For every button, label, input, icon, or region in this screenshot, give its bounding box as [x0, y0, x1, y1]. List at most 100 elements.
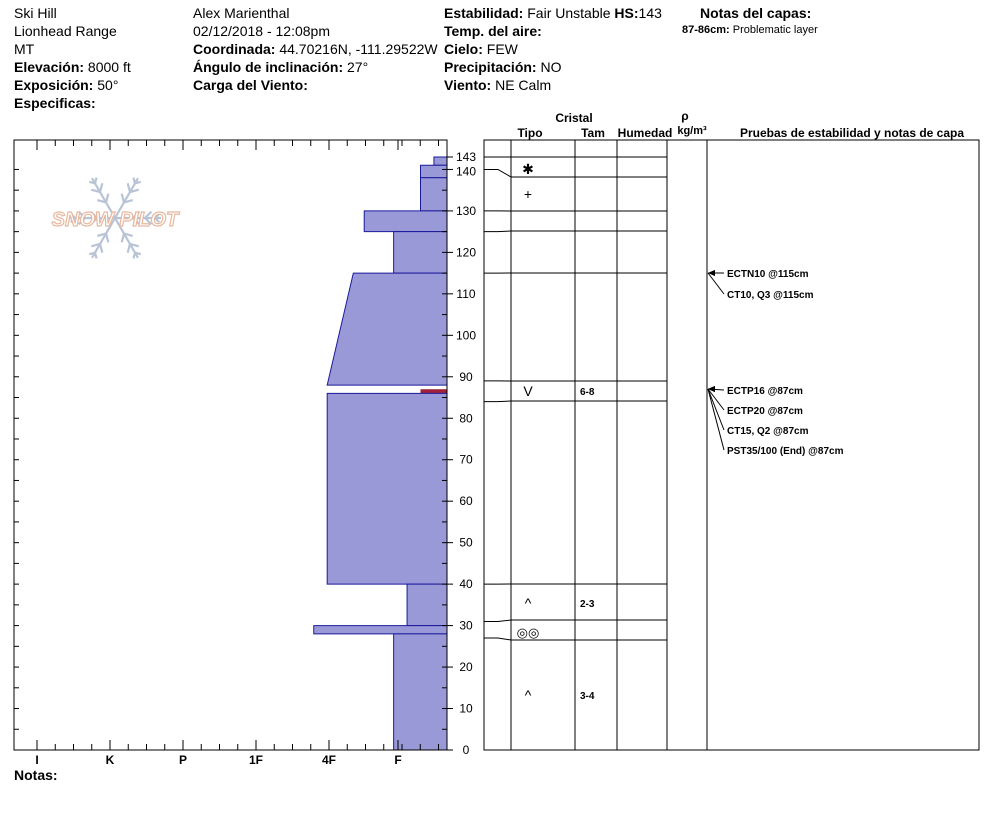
flake-branch [97, 232, 107, 237]
flake-arm [114, 177, 139, 219]
y-tick-label: 100 [456, 328, 476, 342]
flake-branch [123, 199, 133, 204]
coord-row: Coordinada: 44.70216N, -111.29522W [193, 40, 438, 58]
hs-value: 143 [638, 5, 662, 21]
wind-load-row: Carga del Viento: [193, 76, 438, 94]
stability-row: Estabilidad: Fair Unstable HS:143 [444, 4, 662, 22]
snowpilot-logo: SNOW PILOT [51, 177, 181, 259]
sky-row: Cielo: FEW [444, 40, 662, 58]
flake-branch [129, 242, 139, 248]
y-tick-label: 143 [456, 150, 476, 164]
flake-branch [88, 180, 96, 185]
x-tick-label: F [394, 753, 401, 767]
slope-row: Ángulo de inclinación: 27° [193, 58, 438, 76]
hardness-layer [326, 392, 448, 585]
crystal-symbol: ✱ [522, 161, 534, 177]
wind-row: Viento: NE Calm [444, 76, 662, 94]
test-leader [707, 388, 725, 411]
slope-value: 27° [347, 59, 369, 75]
layer-notes-label: Notas del capas: [700, 4, 818, 22]
y-tick-label: 10 [459, 702, 473, 716]
test-arrow [708, 270, 715, 276]
flake-branch [91, 242, 101, 248]
layer-notes-label-text: Notas del capas: [700, 5, 812, 21]
flake-branch [77, 210, 86, 219]
header-col3: Estabilidad: Fair Unstable HS:143 Temp. … [444, 4, 662, 94]
col-density-symbol: ρ [681, 109, 688, 123]
crystal-markers: ✱ + V 6-8 ^ 2-3 ◎◎ ^ 3-4 [517, 161, 595, 703]
wind-load-label: Carga del Viento: [193, 77, 308, 93]
test-label: CT15, Q2 @87cm [727, 426, 809, 437]
y-tick-label: 0 [463, 743, 470, 757]
header-col1: Ski Hill Lionhead Range MT Elevación: 80… [14, 4, 131, 112]
flake-branch [89, 217, 98, 226]
state: MT [14, 41, 35, 57]
observer: Alex Marienthal [193, 5, 290, 21]
location: Ski Hill [14, 5, 57, 21]
test-label: PST35/100 (End) @87cm [727, 446, 844, 457]
crystal-symbol: ^ [525, 595, 532, 611]
exposure-label: Exposición: [14, 77, 94, 93]
test-arrow [708, 386, 715, 392]
connector-line [484, 168, 512, 178]
x-tick-label: P [179, 753, 187, 767]
flake-branch [132, 252, 137, 259]
stability-tests: ECTN10 @115cm CT10, Q3 @115cm ECTP16 @87cm… [707, 269, 844, 457]
x-tick-label: 1F [249, 753, 263, 767]
hardness-layer [406, 583, 448, 627]
crystal-symbol: ◎◎ [517, 625, 540, 640]
wind-label: Viento: [444, 77, 492, 93]
specifics-row: Especificas: [14, 94, 131, 112]
flake-branch [132, 177, 137, 184]
range: Lionhead Range [14, 23, 117, 39]
y-tick-label: 50 [459, 536, 473, 550]
flake-branch [129, 188, 139, 194]
test-label: ECTP20 @87cm [727, 406, 803, 417]
flake-branch [93, 252, 98, 259]
flake-branch [93, 177, 98, 184]
y-tick-label: 130 [456, 204, 476, 218]
specifics-label: Especificas: [14, 95, 96, 111]
elevation-value: 8000 ft [87, 59, 131, 75]
precip-row: Precipitación: NO [444, 58, 662, 76]
precip-value: NO [540, 59, 562, 75]
crystal-symbol: + [524, 186, 532, 202]
table-border [483, 139, 980, 751]
slope-label: Ángulo de inclinación: [193, 59, 344, 75]
col-type: Tipo [517, 126, 542, 140]
col-size: Tam [581, 126, 605, 140]
hardness-layer [433, 156, 448, 166]
elevation-label: Elevación: [14, 59, 85, 75]
logo-text: SNOW PILOT [52, 209, 180, 231]
flake-branch [104, 193, 110, 203]
y-tick-label: 30 [459, 619, 473, 633]
connector-line [484, 230, 512, 233]
flake-branch [123, 232, 133, 237]
exposure-row: Exposición: 50° [14, 76, 131, 94]
notes-label: Notas: [14, 767, 58, 783]
hardness-layer [419, 177, 448, 212]
precip-label: Precipitación: [444, 59, 537, 75]
y-tick-label: 90 [459, 370, 473, 384]
flake-arm [114, 217, 139, 259]
datetime: 02/12/2018 - 12:08pm [193, 23, 330, 39]
coord-label: Coordinada: [193, 41, 276, 57]
connector-line [484, 619, 512, 622]
flake-branch [154, 212, 161, 219]
test-label: ECTN10 @115cm [727, 269, 809, 280]
test-leader [707, 388, 725, 431]
x-tick-label: K [106, 753, 115, 767]
connector-line [484, 400, 512, 403]
hardness-layer [363, 210, 448, 233]
flake-branch [98, 183, 104, 193]
elevation-row: Elevación: 8000 ft [14, 58, 131, 76]
flake-branch [77, 217, 86, 226]
y-tick-label: 110 [456, 287, 475, 301]
header-col2: Alex Marienthal 02/12/2018 - 12:08pm Coo… [193, 4, 438, 94]
flake-branch [132, 210, 141, 219]
sky-value: FEW [486, 41, 518, 57]
y-tick-label: 20 [459, 660, 473, 674]
air-temp-row: Temp. del aire: [444, 22, 662, 40]
